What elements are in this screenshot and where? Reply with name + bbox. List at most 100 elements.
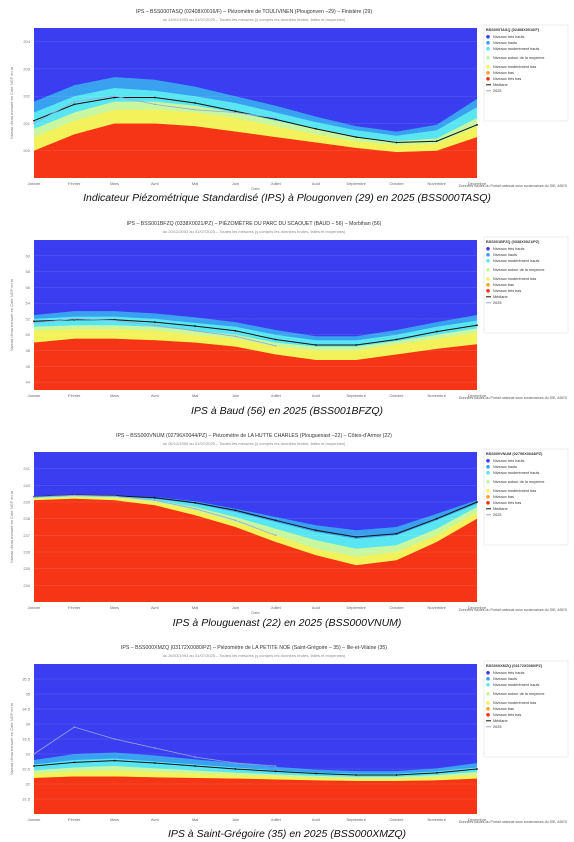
legend-label: Niveaux autour de la moyenne xyxy=(493,480,545,484)
x-tick-label: Décembre xyxy=(468,605,487,610)
y-tick-label: 237 xyxy=(23,533,30,538)
legend-label: 2025 xyxy=(493,301,501,305)
series-2025-point xyxy=(33,122,35,125)
x-tick-label: Octobre xyxy=(389,181,404,186)
legend-swatch xyxy=(486,459,490,463)
x-tick-label: Juillet xyxy=(271,605,282,610)
series-2025-point xyxy=(274,765,277,767)
series-2025-point xyxy=(194,109,196,111)
legend-swatch xyxy=(486,35,490,39)
legend-swatch xyxy=(486,247,490,251)
y-axis-label: Niveau d'eau mesuré en Cote NGF en m xyxy=(9,490,14,563)
y-tick-label: 56 xyxy=(26,285,31,290)
median-point xyxy=(435,330,438,333)
legend-swatch xyxy=(486,692,490,696)
y-tick-label: 48 xyxy=(26,348,31,353)
y-tick-label: 44 xyxy=(26,380,31,385)
median-point xyxy=(274,338,277,341)
legend-label: Niveaux très bas xyxy=(493,77,521,81)
legend-label: Niveaux bas xyxy=(493,71,514,75)
median-point xyxy=(476,501,478,503)
legend-swatch xyxy=(486,253,490,257)
median-point xyxy=(234,329,237,332)
legend-swatch xyxy=(486,501,490,505)
y-axis-label: Niveau d'eau mesuré en Cote NGF en m xyxy=(9,278,14,351)
x-tick-label: Décembre xyxy=(468,181,487,186)
series-2025-point xyxy=(274,344,277,347)
legend-label: Niveaux très hauts xyxy=(493,247,525,251)
legend-label: Médiane xyxy=(493,507,508,511)
median-point xyxy=(355,536,358,538)
legend-label: Niveaux hauts xyxy=(493,253,517,257)
legend-swatch xyxy=(486,283,490,287)
x-tick-label: Janvier xyxy=(28,181,42,186)
legend-label: Niveaux modérément hauts xyxy=(493,47,540,51)
legend-swatch xyxy=(486,495,490,499)
caption-plougonven: Indicateur Piézométrique Standardisé (IP… xyxy=(83,192,491,204)
y-tick-label: 240 xyxy=(23,483,30,488)
legend-label: Niveaux très bas xyxy=(493,713,521,717)
y-tick-label: 35 xyxy=(26,692,31,697)
x-tick-label: Août xyxy=(312,393,321,398)
legend-swatch xyxy=(486,713,490,717)
legend-swatch xyxy=(486,671,490,675)
series-2025-point xyxy=(154,499,156,502)
series-2025-point xyxy=(274,534,277,537)
median-point xyxy=(73,761,76,764)
median-line xyxy=(33,760,478,776)
series-2025-point xyxy=(113,95,116,97)
median-point xyxy=(153,321,156,324)
y-tick-label: 202 xyxy=(23,94,30,99)
y-tick-label: 203 xyxy=(23,66,30,71)
y-tick-label: 58 xyxy=(26,269,31,274)
legend-label: Niveaux modérément bas xyxy=(493,277,536,281)
median-point xyxy=(435,140,438,143)
median-point xyxy=(113,759,116,762)
median-point xyxy=(435,772,438,774)
median-point xyxy=(355,136,358,138)
x-axis-label: Date xyxy=(251,186,260,190)
y-tick-label: 50 xyxy=(26,332,31,337)
median-point xyxy=(315,529,317,532)
median-point xyxy=(274,519,277,522)
x-tick-label: Juillet xyxy=(271,393,282,398)
ips-chart-baud: IPS – BSS001BFZQ (0338X0021/PZ) – PIÉZOM… xyxy=(4,216,570,402)
y-tick-label: 238 xyxy=(23,516,30,521)
legend-label: Niveaux modérément bas xyxy=(493,701,536,705)
median-point xyxy=(194,765,196,767)
median-point xyxy=(355,344,358,346)
chart-title: IPS – BSS000XMZQ (03172X0080/PZ) – Piézo… xyxy=(121,644,387,651)
median-point xyxy=(274,770,277,773)
legend-title: BSS001BFZQ (0338X0021/PZ) xyxy=(486,240,540,244)
x-tick-label: Août xyxy=(312,605,321,610)
x-tick-label: Janvier xyxy=(28,605,42,610)
y-tick-label: 33 xyxy=(26,752,31,757)
series-2025-point xyxy=(234,111,237,114)
median-point xyxy=(315,772,317,775)
x-tick-label: Novembre xyxy=(428,817,447,822)
x-tick-label: Avril xyxy=(151,817,159,822)
chart-subtitle: du 26/03/1993 au 31/07/2025 – Toutes les… xyxy=(163,653,346,658)
legend-swatch xyxy=(486,65,490,69)
x-tick-label: Décembre xyxy=(468,393,487,398)
source-note: Données issues du Portail national sous … xyxy=(459,820,568,824)
y-tick-label: 204 xyxy=(23,39,30,44)
y-tick-label: 35.5 xyxy=(22,677,31,682)
median-point xyxy=(274,118,277,121)
series-2025-point xyxy=(73,100,76,103)
median-point xyxy=(33,119,35,122)
median-point xyxy=(234,509,237,512)
y-tick-label: 241 xyxy=(23,466,30,471)
legend-swatch xyxy=(486,480,490,484)
legend-title: BSS000XMZQ (03172X0080/PZ) xyxy=(486,664,543,668)
series-2025-point xyxy=(154,324,156,327)
y-tick-label: 234 xyxy=(23,583,30,588)
series-2025-point xyxy=(33,322,35,324)
median-point xyxy=(476,324,478,327)
median-point xyxy=(234,768,237,770)
legend-label: Niveaux très bas xyxy=(493,289,521,293)
x-tick-label: Juillet xyxy=(271,181,282,186)
legend-swatch xyxy=(486,277,490,281)
series-2025-point xyxy=(194,507,196,510)
legend-swatch xyxy=(486,268,490,272)
